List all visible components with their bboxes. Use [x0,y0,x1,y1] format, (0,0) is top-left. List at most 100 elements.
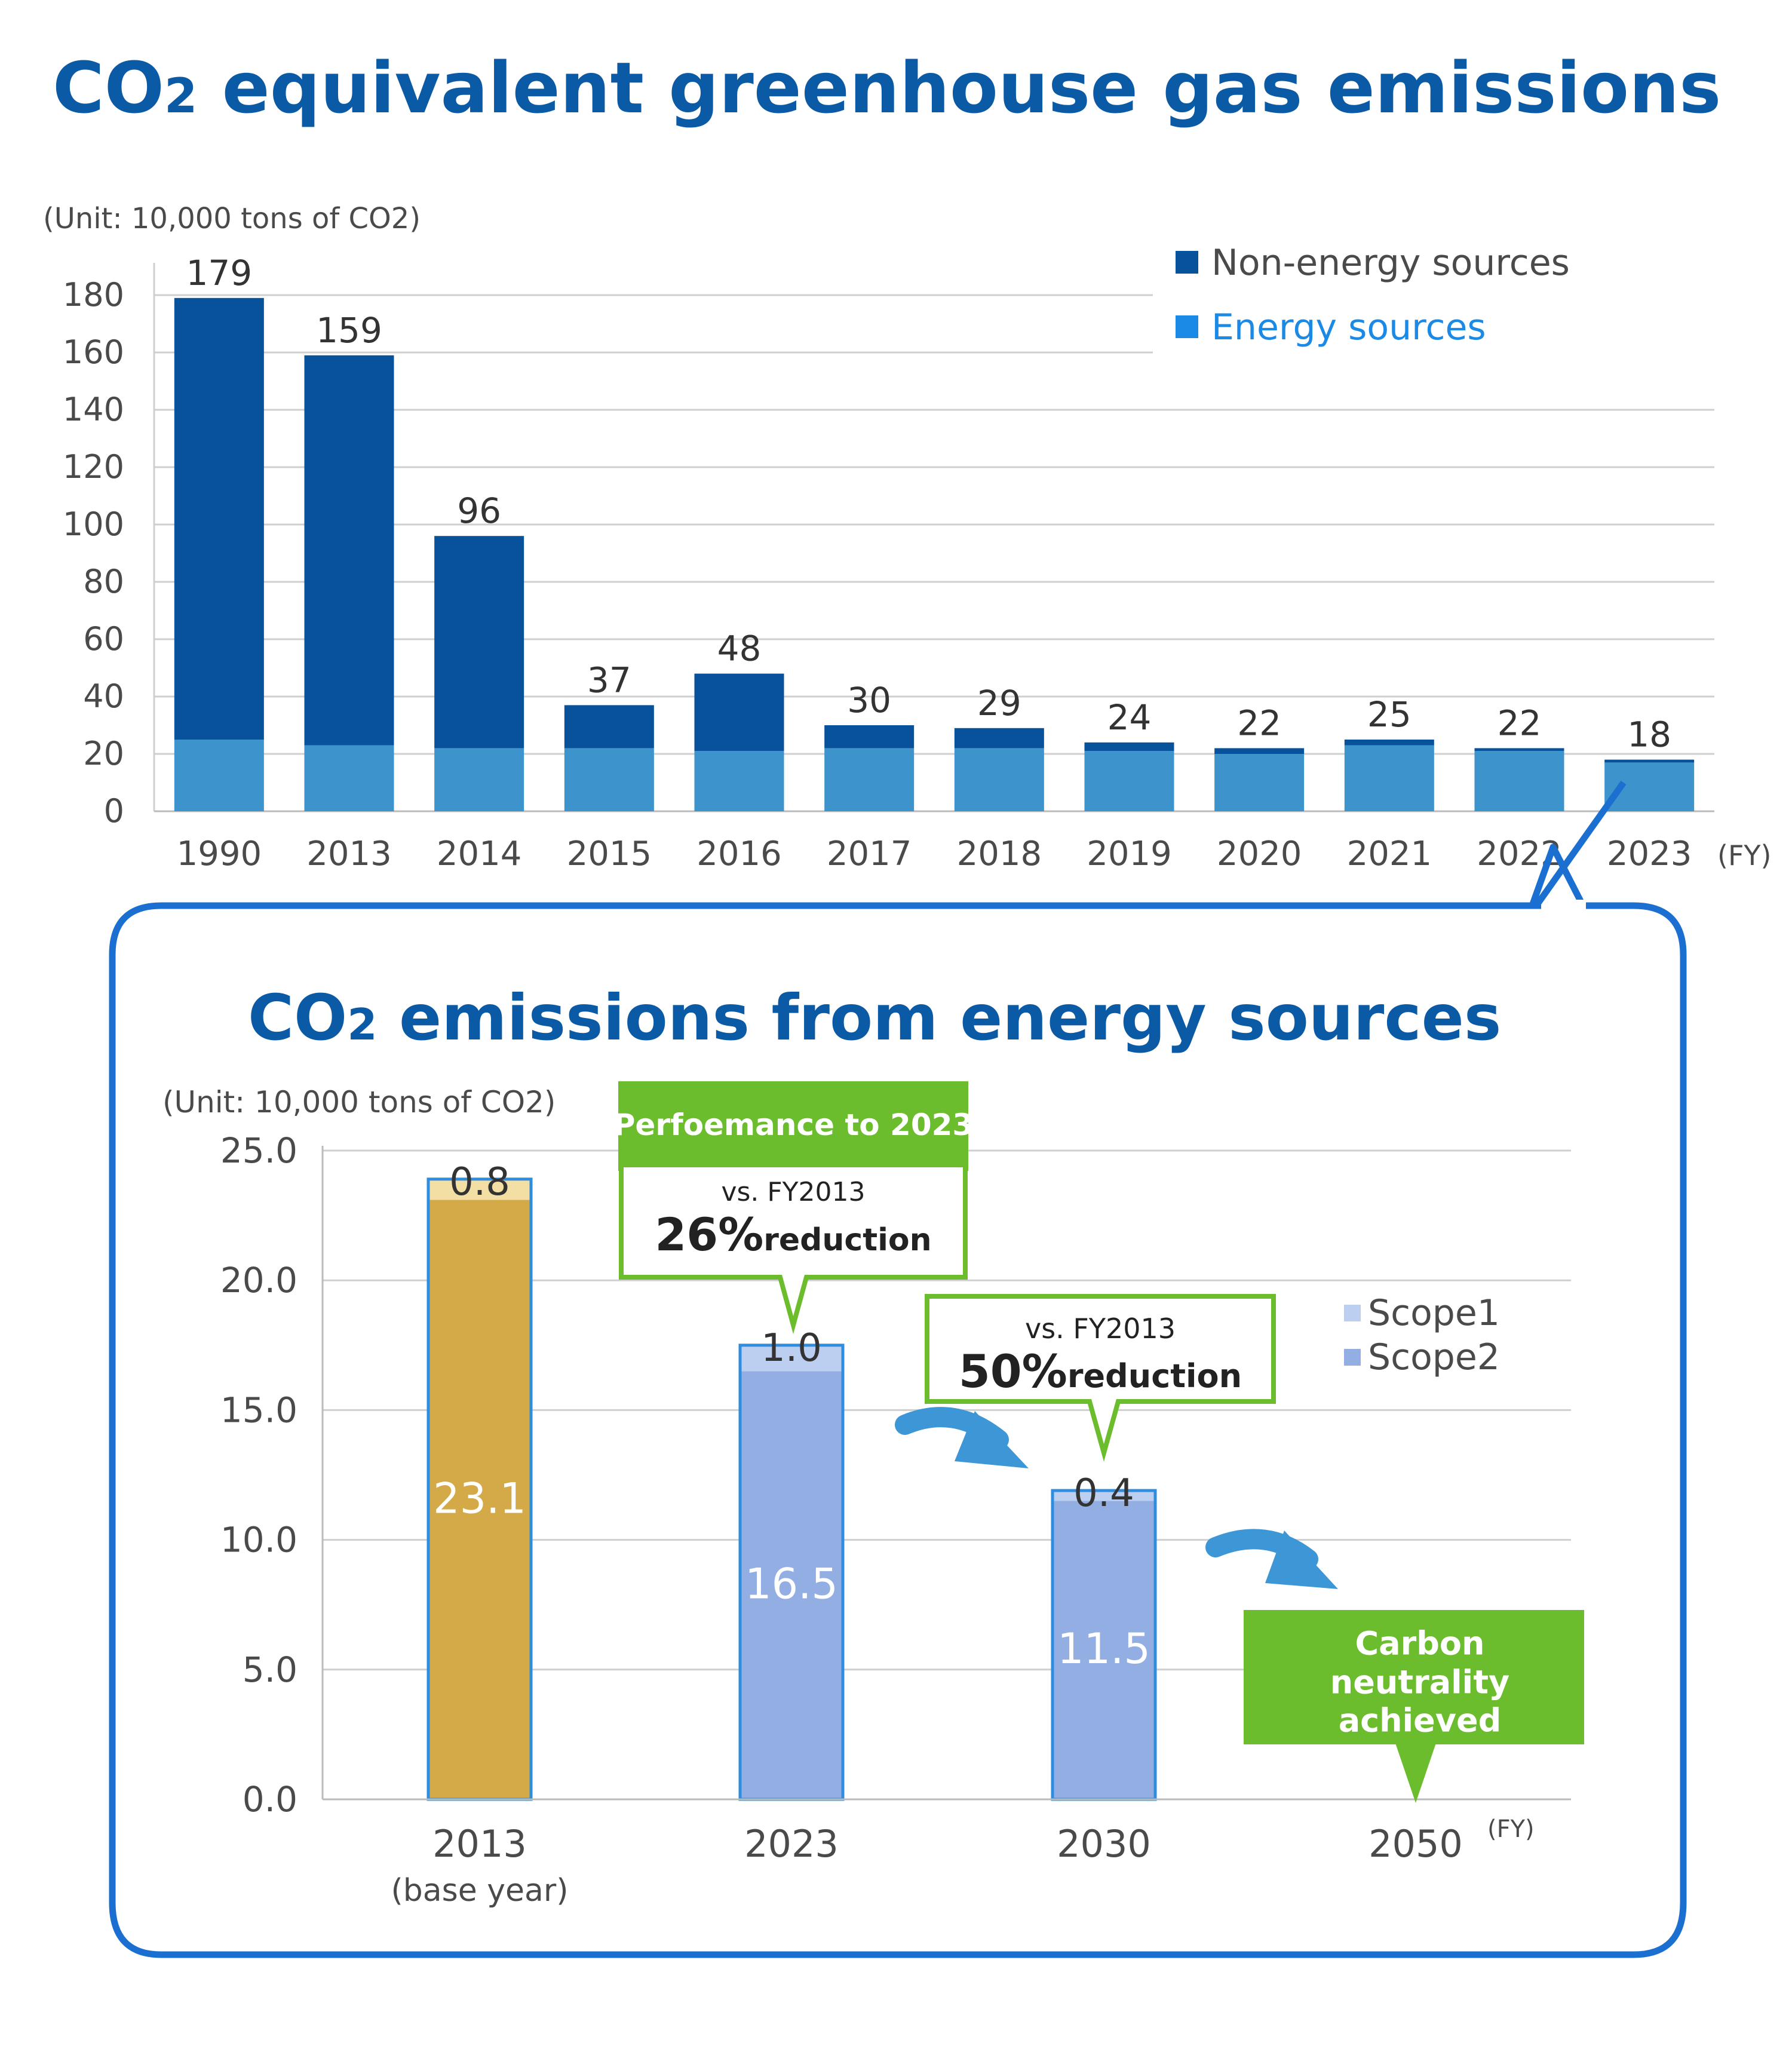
inset-bar-chart: 0.0 5.0 10.0 15.0 20.0 25.0 0.8 23.1 2013 (base y… [220,1130,1571,1909]
bar-energy-sources [304,745,394,811]
y-tick-label: 40 [83,677,124,715]
x-tick-label: 2016 [696,835,782,873]
y-tick-label: 0.0 [243,1779,297,1820]
callout-2023-vs: vs. FY2013 [721,1177,865,1207]
y-tick-label: 20.0 [220,1260,297,1301]
y-tick-label: 5.0 [243,1649,297,1690]
x-tick-sublabel: (base year) [391,1873,568,1909]
y-tick-label: 20 [83,735,124,772]
y-tick-label: 140 [63,391,124,428]
y-tick-label: 25.0 [220,1130,297,1171]
legend-swatch [1176,315,1198,338]
y-tick-label: 0 [104,792,124,830]
trend-arrow-2030-2050 [1205,1529,1338,1589]
y-tick-label: 160 [63,333,124,371]
main-bar-chart: 0 20 40 60 80 100 120 140 160 180 179 1990 159 2013 96… [63,242,1772,873]
bar-non-energy-sources [434,536,524,749]
callout-2023-reduction: 26%reduction [655,1208,931,1261]
bar-total-label: 179 [186,253,252,293]
bar-total-label: 48 [717,628,762,669]
main-chart-title: CO2 equivalent greenhouse gas emissions [53,47,1721,129]
bar-total-label: 22 [1498,703,1542,743]
y-tick-label: 120 [63,448,124,486]
bar-non-energy-sources [824,725,915,749]
scope2-value-label: 23.1 [433,1474,526,1523]
bar-non-energy-sources [1474,748,1564,752]
x-tick-label: 1990 [177,835,262,873]
x-tick-label: 2021 [1347,835,1432,873]
y-tick-label: 180 [63,276,124,314]
bar-energy-sources [1214,754,1305,811]
bar-non-energy-sources [564,705,654,749]
bar-energy-sources [564,748,654,811]
main-unit-label: (Unit: 10,000 tons of CO2) [43,202,421,235]
y-tick-label: 15.0 [220,1390,297,1430]
bar-non-energy-sources [1344,740,1434,746]
bar-energy-sources [824,748,915,811]
legend-swatch [1344,1349,1361,1366]
bar-non-energy-sources [694,673,784,752]
callout-2023-header: Perfoemance to 2023 [613,1108,973,1142]
callout-2030-reduction: 50%reduction [959,1345,1242,1398]
x-axis-unit-label: (FY) [1717,839,1771,872]
bar-total-label: 159 [316,310,382,351]
scope1-value-label: 1.0 [761,1326,822,1370]
inset-chart-title: CO2 emissions from energy sources [248,982,1501,1054]
scope2-value-label: 11.5 [1057,1624,1150,1673]
bar-non-energy-sources [174,298,264,740]
bar-scope2 [740,1371,843,1799]
bar-non-energy-sources [1084,742,1174,752]
bar-scope1 [740,1345,843,1372]
legend-swatch [1344,1305,1361,1321]
y-tick-label: 100 [63,505,124,543]
x-tick-label: 2020 [1217,835,1302,873]
bar-total-label: 37 [587,660,631,700]
inset-unit-label: (Unit: 10,000 tons of CO2) [162,1085,556,1120]
carbon-neutrality-callout: Carbon neutrality achieved [1244,1610,1584,1803]
x-tick-label: 2023 [1607,835,1692,873]
y-tick-label: 10.0 [220,1520,297,1560]
legend-swatch [1176,251,1198,274]
energy-sources-panel [109,780,1687,1958]
bar-energy-sources [1344,745,1434,811]
callout-2023: Perfoemance to 2023 vs. FY2013 26%reduct… [613,1081,973,1335]
legend-label: Energy sources [1211,306,1486,348]
x-tick-label: 2014 [437,835,522,873]
x-tick-label: 2018 [957,835,1042,873]
callout-2030-vs: vs. FY2013 [1025,1312,1176,1345]
panel-connector [1533,780,1627,908]
carbon-neutrality-line3: achieved [1339,1702,1502,1740]
bar-energy-sources [694,751,784,811]
x-tick-label: 2013 [432,1822,527,1866]
bar-non-energy-sources [304,355,394,746]
x-tick-label: 2030 [1057,1822,1151,1866]
scope2-value-label: 16.5 [745,1560,838,1609]
x-tick-label: 2050 [1368,1822,1463,1866]
bar-non-energy-sources [954,728,1044,749]
bar-scope2 [428,1200,531,1799]
bar-energy-sources [954,748,1044,811]
bar-total-label: 30 [847,680,891,720]
y-tick-label: 80 [83,563,124,600]
x-tick-label: 2015 [567,835,652,873]
x-tick-label: 2019 [1087,835,1172,873]
bar-energy-sources [174,740,264,811]
x-tick-label: 2023 [744,1822,839,1866]
bar-scope1 [1053,1490,1155,1501]
x-tick-label: 2017 [827,835,912,873]
bar-non-energy-sources [1604,759,1695,763]
bar-non-energy-sources [1214,748,1305,754]
carbon-neutrality-line1: Carbon [1355,1625,1485,1663]
callout-2030: vs. FY2013 50%reduction [925,1294,1276,1462]
bar-energy-sources [1084,751,1174,811]
bar-total-label: 96 [457,490,501,531]
bar-energy-sources [1474,751,1564,811]
panel-outline [109,844,1687,1958]
bar-scope1 [428,1179,531,1200]
bar-total-label: 22 [1237,703,1281,743]
legend-label: Scope1 [1368,1292,1500,1334]
carbon-neutrality-line2: neutrality [1330,1664,1509,1701]
x-axis-unit-label: (FY) [1487,1815,1535,1843]
bar-scope2 [1053,1501,1155,1799]
